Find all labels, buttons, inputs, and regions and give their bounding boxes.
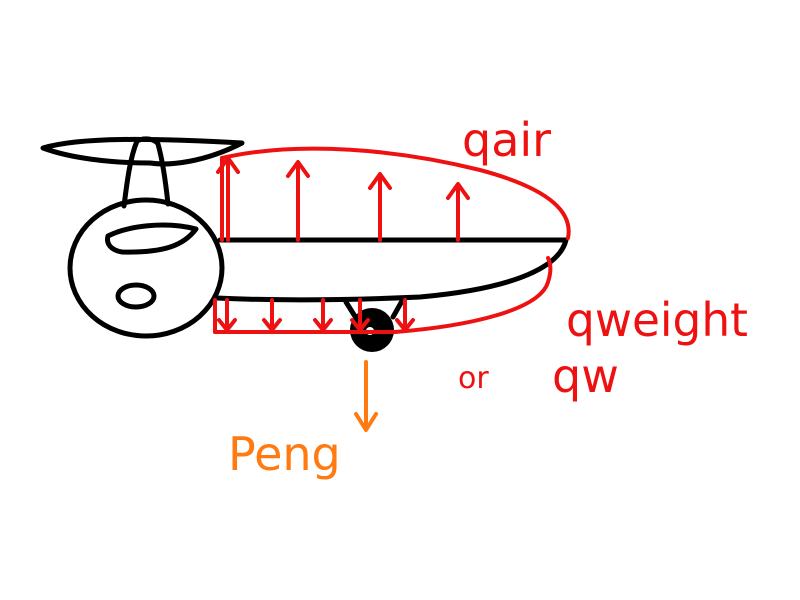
weight-load-arrow (313, 298, 333, 332)
fuselage (67, 197, 225, 339)
air-load-arrow (216, 156, 240, 242)
weight-load-arrow (262, 298, 282, 332)
horizontal-stabilizer (40, 136, 245, 167)
engine-load-label: Peng (228, 427, 341, 481)
airframe (40, 136, 569, 339)
weight-load-arrow (217, 298, 237, 332)
weight-load-envelope (213, 256, 553, 334)
engine-load-arrow (354, 360, 378, 432)
weight-load-arrow (350, 298, 370, 332)
wing (213, 237, 569, 303)
air-load-envelope (220, 146, 571, 240)
distributed-loads (213, 146, 571, 334)
engine-pylon (343, 298, 405, 321)
air-load-label: qair (462, 113, 551, 167)
weight-load-label: qweight (566, 293, 748, 347)
weight-load-arrow (395, 298, 415, 332)
air-load-arrow (368, 172, 392, 242)
weight-short-label: qw (552, 349, 619, 403)
air-load-arrow (446, 182, 470, 242)
vertical-stabilizer (121, 136, 171, 209)
cabin-window (115, 282, 157, 310)
or-label: or (458, 361, 489, 396)
weight-load-arrows (217, 298, 415, 332)
air-load-arrows (216, 156, 470, 242)
cockpit-window (105, 222, 199, 255)
air-load-arrow (286, 160, 310, 242)
